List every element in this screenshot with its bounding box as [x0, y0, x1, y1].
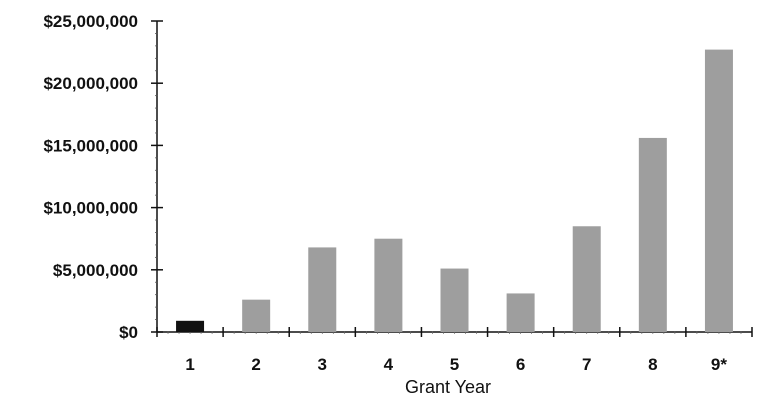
bar-4	[374, 238, 403, 332]
bar-6	[506, 293, 535, 332]
y-tick-label: $0	[119, 323, 138, 342]
y-tick-label: $25,000,000	[43, 12, 138, 31]
y-axis: $0 $5,000,000 $10,000,000 $15,000,000 $20,00…	[43, 12, 163, 342]
x-tick-label: 4	[384, 355, 394, 374]
bar-3	[308, 247, 337, 332]
bar-1	[176, 320, 205, 332]
bars	[176, 49, 733, 332]
x-axis-title: Grant Year	[405, 377, 491, 397]
x-axis: 1 2 3 4 5 6 7 8 9*	[156, 327, 753, 374]
bar-8	[638, 137, 667, 332]
x-tick-label: 6	[516, 355, 525, 374]
x-tick-label: 5	[450, 355, 459, 374]
x-tick-label: 8	[648, 355, 657, 374]
y-tick-label: $10,000,000	[43, 199, 138, 218]
x-tick-label: 2	[251, 355, 260, 374]
bar-7	[572, 226, 601, 332]
bar-9-star	[704, 49, 733, 332]
x-tick-label: 3	[318, 355, 327, 374]
x-tick-label: 7	[582, 355, 591, 374]
y-tick-label: $20,000,000	[43, 74, 138, 93]
bar-5	[440, 268, 469, 332]
x-tick-label: 9*	[711, 355, 727, 374]
y-tick-label: $5,000,000	[53, 261, 138, 280]
x-tick-label: 1	[185, 355, 194, 374]
bar-2	[242, 299, 271, 332]
y-tick-label: $15,000,000	[43, 136, 138, 155]
